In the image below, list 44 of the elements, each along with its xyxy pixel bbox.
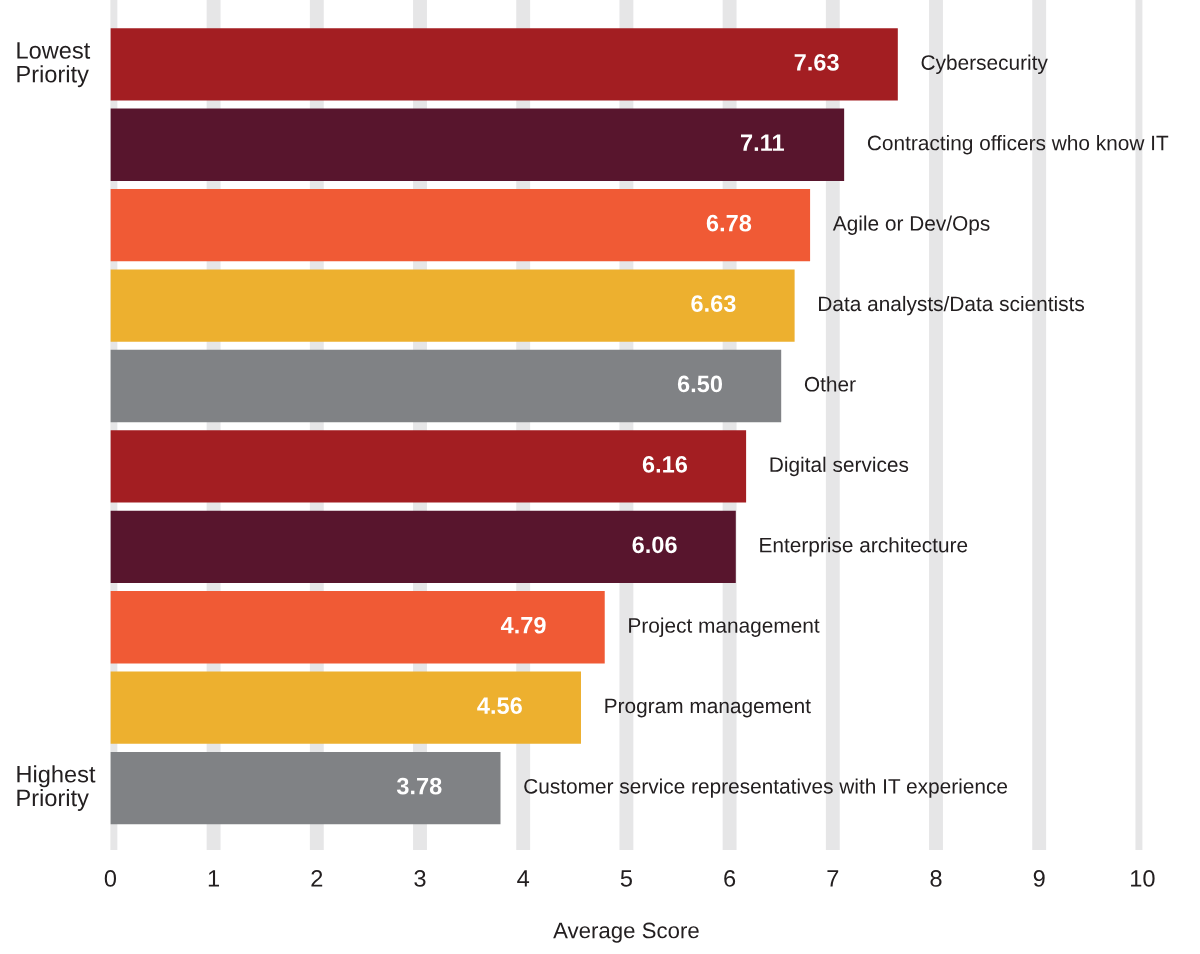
x-tick-label: 6 bbox=[724, 870, 736, 887]
bar bbox=[110, 430, 747, 503]
data-label: 4.56 bbox=[477, 697, 522, 715]
y-tick-label: Other bbox=[804, 376, 856, 392]
x-tick-label: 3 bbox=[414, 870, 426, 887]
x-tick-label: 9 bbox=[1033, 870, 1045, 887]
bar bbox=[110, 108, 845, 181]
data-label: 6.63 bbox=[691, 295, 736, 312]
x-tick-label: 0 bbox=[104, 870, 117, 887]
x-axis-title: Average Score bbox=[553, 922, 699, 943]
y-tick-label: Customer service representatives with IT experience bbox=[524, 778, 1008, 798]
y-tick-label: Enterprise architecture bbox=[760, 537, 968, 557]
bar bbox=[110, 188, 811, 262]
data-label: 6.50 bbox=[677, 375, 723, 393]
data-label: 6.16 bbox=[642, 456, 688, 473]
x-tick-label: 1 bbox=[208, 870, 220, 887]
bar bbox=[110, 671, 581, 744]
text: Highest Priority bbox=[17, 765, 96, 811]
y-tick-label: Program management bbox=[605, 698, 811, 718]
text: Lowest Priority bbox=[17, 42, 91, 88]
data-label: 7.11 bbox=[741, 134, 784, 151]
bar bbox=[110, 510, 736, 584]
x-tick-label: 2 bbox=[311, 870, 323, 887]
data-label: 3.78 bbox=[396, 777, 442, 795]
x-tick-label: 5 bbox=[620, 870, 632, 887]
x-tick-label: 4 bbox=[517, 870, 530, 887]
bar bbox=[110, 28, 898, 101]
data-label: 6.06 bbox=[632, 536, 677, 554]
y-tick-label: Cybersecurity bbox=[921, 54, 1048, 75]
y-tick-label: Digital services bbox=[770, 456, 909, 477]
x-tick-label: 10 bbox=[1131, 870, 1155, 887]
y-tick-label: Contracting officers who know IT bbox=[867, 135, 1169, 155]
y-tick-label: Data analysts/Data scientists bbox=[819, 295, 1085, 316]
y-tick-label: Agile or Dev/Ops bbox=[832, 215, 990, 235]
x-tick-label: 8 bbox=[930, 870, 942, 887]
bar bbox=[110, 269, 795, 342]
data-label: 4.79 bbox=[500, 616, 546, 634]
x-tick-label: 7 bbox=[827, 870, 839, 887]
bar bbox=[110, 349, 782, 423]
data-label: 6.78 bbox=[706, 214, 752, 232]
bar bbox=[110, 751, 501, 825]
data-label: 7.63 bbox=[794, 53, 839, 71]
y-tick-label: Project management bbox=[629, 617, 820, 637]
bar bbox=[110, 591, 605, 664]
